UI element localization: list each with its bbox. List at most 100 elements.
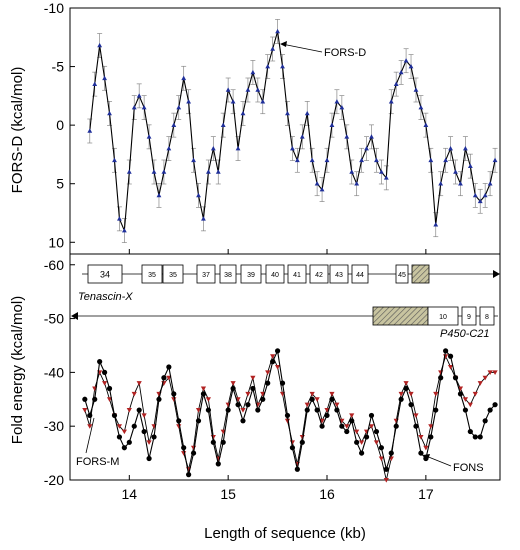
fors-m-point bbox=[423, 445, 429, 451]
fons-point bbox=[141, 428, 147, 435]
fors-m-point bbox=[309, 391, 315, 397]
fors-d-point bbox=[97, 42, 103, 48]
tenascin-label: Tenascin-X bbox=[78, 291, 133, 303]
fors-m-point bbox=[235, 397, 241, 402]
fors-m-point bbox=[477, 381, 483, 386]
fors-d-point bbox=[467, 163, 473, 168]
fons-point bbox=[378, 445, 384, 451]
tenascin-exon-label: 41 bbox=[293, 272, 301, 279]
fors-m-point bbox=[438, 370, 444, 375]
fons-point bbox=[284, 412, 291, 419]
fors-m-point bbox=[393, 418, 399, 424]
top-y-axis: -10 -5 0 5 10 bbox=[44, 0, 75, 250]
fors-d-point bbox=[151, 169, 157, 174]
fors-d-point bbox=[304, 110, 310, 116]
fors-m-point bbox=[334, 402, 340, 408]
fors-d-point bbox=[107, 110, 112, 116]
fons-point bbox=[447, 353, 454, 359]
fors-m-point bbox=[136, 381, 142, 386]
fons-point bbox=[176, 418, 182, 424]
fons-point bbox=[146, 455, 152, 462]
fons-pointer bbox=[425, 455, 452, 467]
fors-m-point bbox=[116, 424, 123, 429]
fors-m-point bbox=[467, 402, 473, 408]
p450-exon-label: 8 bbox=[485, 314, 489, 321]
fors-d-point bbox=[433, 222, 439, 227]
x-tick-label: 17 bbox=[418, 486, 434, 502]
fors-m-point bbox=[354, 429, 360, 435]
fors-m-annotation: FORS-M bbox=[76, 456, 119, 468]
fors-m-point bbox=[398, 391, 404, 397]
fons-point bbox=[279, 380, 286, 386]
fons-point bbox=[413, 423, 419, 429]
fors-d-point bbox=[309, 157, 315, 163]
fors-d-point bbox=[458, 181, 463, 186]
fors-d-point bbox=[255, 87, 261, 92]
fors-m-point bbox=[101, 381, 108, 386]
fors-d-point bbox=[374, 157, 379, 163]
x-tick-label: 15 bbox=[220, 486, 236, 502]
fons-point bbox=[136, 407, 142, 413]
fons-point bbox=[324, 412, 330, 419]
fors-d-point bbox=[354, 181, 360, 186]
fors-d-point bbox=[413, 87, 419, 92]
fors-d-point bbox=[364, 145, 369, 151]
fors-d-point bbox=[235, 145, 241, 151]
fons-point bbox=[403, 385, 409, 392]
fons-point bbox=[240, 418, 246, 424]
fons-pointer-head bbox=[423, 454, 430, 460]
fors-m-line bbox=[84, 354, 496, 481]
fons-point bbox=[373, 428, 380, 435]
fons-point bbox=[433, 407, 439, 413]
top-y-tick-label: 10 bbox=[48, 234, 64, 250]
tenascin-exon bbox=[351, 264, 369, 284]
fons-point bbox=[294, 466, 300, 472]
tenascin-exon bbox=[309, 264, 329, 284]
fors-d-point bbox=[443, 157, 449, 163]
fors-m-point bbox=[359, 440, 365, 445]
fons-point bbox=[349, 418, 355, 424]
bottom-y-tick-label: -50 bbox=[44, 311, 64, 327]
fors-d-point bbox=[141, 104, 147, 110]
fors-d-point bbox=[492, 157, 498, 163]
fors-d-point bbox=[448, 145, 453, 151]
fors-m-point bbox=[270, 354, 276, 359]
fons-point bbox=[205, 407, 211, 413]
fors-d-point bbox=[176, 104, 182, 110]
fors-d-point bbox=[299, 134, 305, 139]
x-tick-label: 16 bbox=[319, 486, 335, 502]
fons-point bbox=[304, 407, 310, 413]
top-y-tick-label: -5 bbox=[52, 59, 65, 75]
fors-d-point bbox=[290, 145, 295, 151]
fold-energy-series bbox=[82, 348, 498, 483]
tenascin-exon-label: 39 bbox=[247, 272, 255, 279]
fors-d-point bbox=[383, 175, 389, 180]
fons-point bbox=[116, 434, 123, 440]
fors-d-point bbox=[215, 169, 221, 174]
fors-d-point bbox=[136, 93, 142, 98]
fors-m-point bbox=[82, 408, 88, 413]
fors-d-point bbox=[408, 63, 414, 69]
fors-d-point bbox=[334, 99, 340, 104]
fons-point bbox=[245, 402, 251, 408]
fons-point bbox=[443, 348, 449, 354]
fors-m-point bbox=[195, 408, 202, 413]
fons-point bbox=[309, 396, 315, 402]
fors-d-annotation: FORS-D bbox=[324, 47, 366, 59]
fors-m-point bbox=[462, 397, 469, 402]
fons-point bbox=[408, 402, 414, 408]
tenascin-exon-label: 43 bbox=[335, 272, 343, 279]
fons-point bbox=[472, 434, 478, 440]
fons-point bbox=[477, 434, 483, 440]
fors-d-point bbox=[225, 87, 231, 92]
p450-hatched-region bbox=[372, 306, 429, 326]
fons-point bbox=[82, 396, 88, 402]
p450-exon bbox=[479, 306, 495, 326]
fons-point bbox=[220, 439, 226, 445]
tenascin-exon-label: 40 bbox=[271, 272, 279, 279]
fons-point bbox=[190, 450, 197, 456]
fons-point bbox=[354, 439, 360, 445]
fors-m-point bbox=[457, 386, 464, 392]
fors-m-point bbox=[329, 391, 335, 397]
p450-arrow-head bbox=[71, 312, 78, 320]
